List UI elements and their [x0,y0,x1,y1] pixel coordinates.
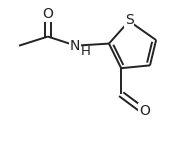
Text: O: O [139,104,150,118]
Text: N: N [70,39,80,53]
Text: O: O [42,7,53,21]
Text: H: H [80,45,90,58]
Text: S: S [125,13,133,27]
